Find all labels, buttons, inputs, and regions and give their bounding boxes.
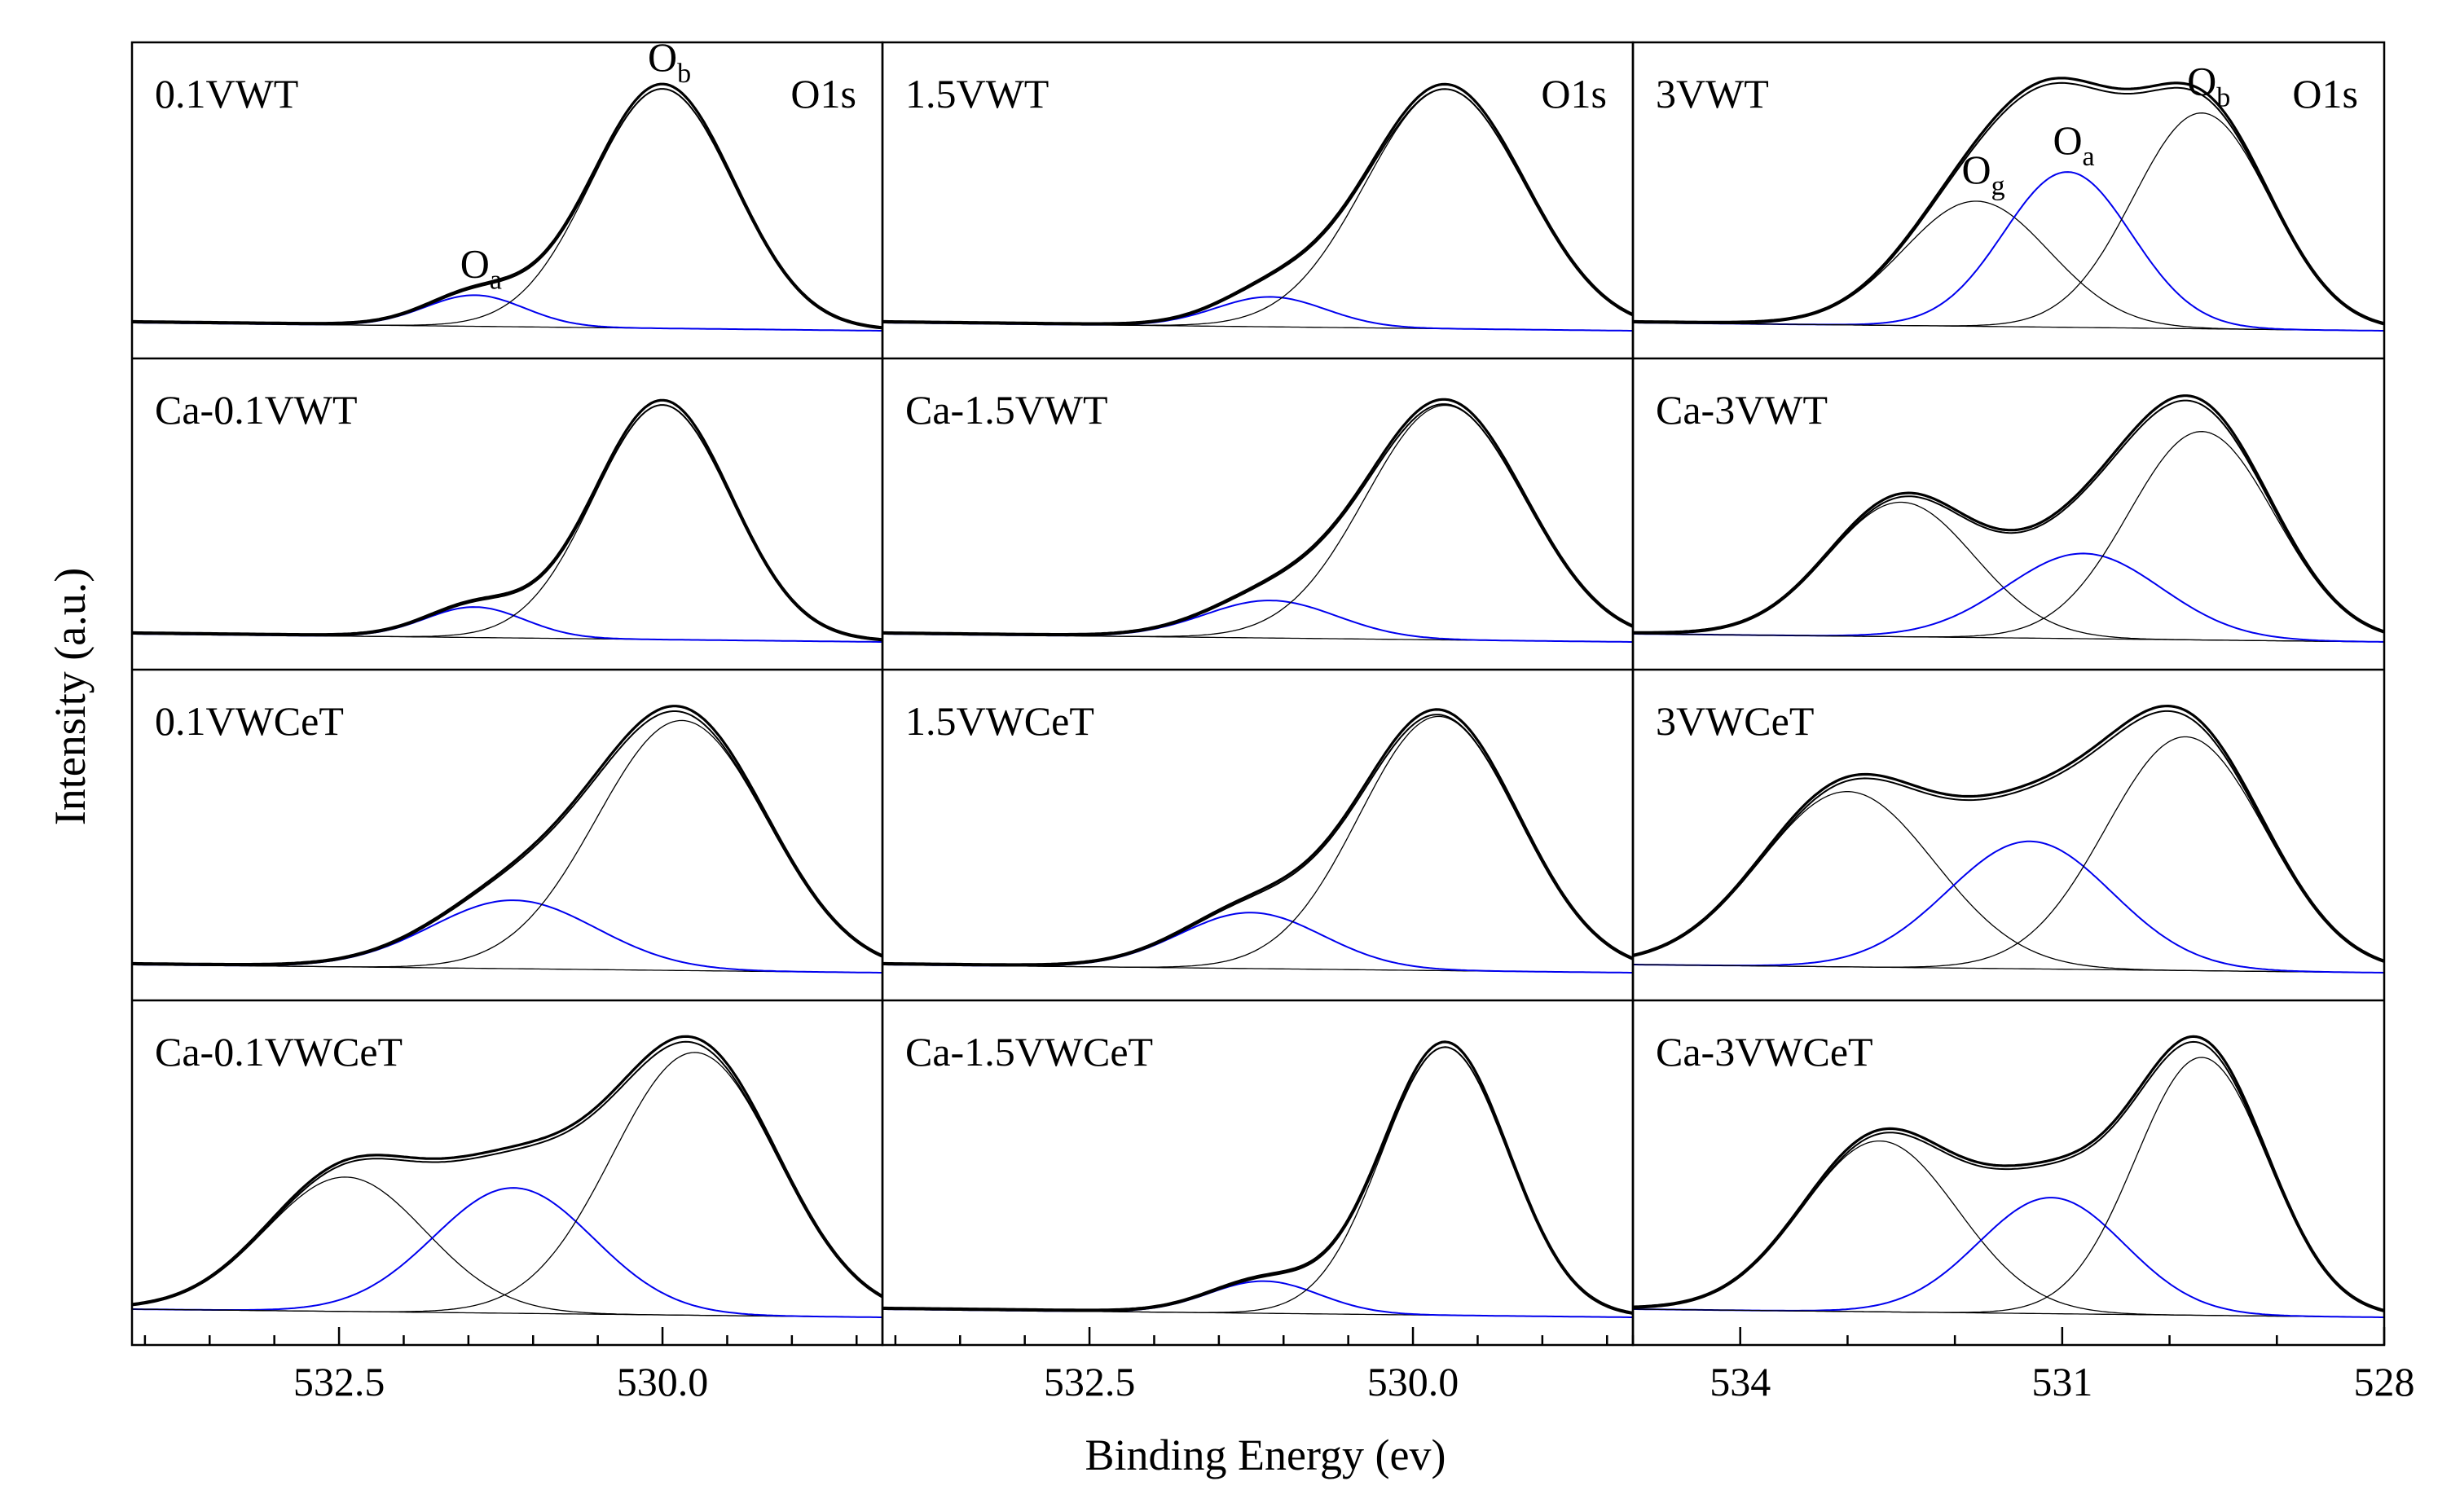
spectrum-panel-col1-row3: 0.1VWCeT <box>132 698 883 974</box>
component-peak-ob <box>882 715 1634 968</box>
component-peak-ob <box>132 404 883 641</box>
component-peak-oa <box>132 606 882 643</box>
x-tick-label: 532.5 <box>1044 1359 1136 1404</box>
experimental-spectrum <box>882 708 1634 966</box>
x-axis-title: Binding Energy (ev) <box>1085 1431 1446 1479</box>
x-tick-label: 531 <box>2031 1359 2092 1404</box>
y-axis-title: Intensity (a.u.) <box>46 568 95 825</box>
column-frame-col3 <box>1631 41 2386 1347</box>
fitted-envelope <box>882 88 1634 326</box>
sample-label: Ca-3VWCeT <box>1656 1029 1873 1075</box>
sample-label: Ca-1.5VWCeT <box>905 1029 1153 1075</box>
spectrum-panel-col3-row2: Ca-3VWT <box>1633 387 2385 643</box>
region-label: O1s <box>790 71 856 116</box>
region-label: O1s <box>2292 71 2358 116</box>
fitted-envelope <box>1633 81 2385 326</box>
experimental-spectrum <box>1633 394 2385 634</box>
spectrum-panel-col2-row4: Ca-1.5VWCeT <box>882 1029 1634 1318</box>
fitted-envelope <box>131 1040 883 1307</box>
component-peak-og <box>1633 200 2384 332</box>
experimental-spectrum <box>882 82 1634 325</box>
component-peak-ob <box>1633 112 2385 327</box>
fitted-envelope <box>1632 1040 2385 1312</box>
experimental-spectrum <box>131 1035 883 1306</box>
fitted-envelope <box>882 714 1634 967</box>
sample-label: 0.1VWT <box>155 71 298 116</box>
experimental-spectrum <box>882 398 1634 636</box>
peak-label-og: Og <box>1961 147 2004 201</box>
spectrum-panel-col3-row3: 3VWCeT <box>1632 698 2385 974</box>
spectrum-panel-col3-row1: 3VWT O1s Og Oa Ob <box>1633 59 2385 332</box>
experimental-spectrum <box>132 82 883 329</box>
sample-label: 3VWT <box>1656 71 1769 116</box>
x-tick-label: 530.0 <box>1367 1359 1459 1404</box>
x-tick-label: 534 <box>1710 1359 1771 1404</box>
component-peak-ob <box>132 1052 883 1312</box>
spectrum-panel-col2-row1: 1.5VWT O1s <box>882 71 1634 332</box>
component-peak-ob <box>132 719 883 968</box>
experimental-spectrum <box>132 705 883 966</box>
sample-label: 1.5VWCeT <box>905 698 1094 744</box>
fitted-envelope <box>132 88 883 330</box>
experimental-spectrum <box>132 398 883 641</box>
experimental-spectrum <box>882 1040 1634 1314</box>
spectrum-panel-col3-row4: Ca-3VWCeT <box>1632 1029 2385 1318</box>
component-peak-ob <box>882 88 1634 326</box>
component-peak-oa <box>1633 552 2384 643</box>
experimental-spectrum <box>1632 1035 2385 1312</box>
x-tick-label: 528 <box>2354 1359 2415 1404</box>
x-tick-label: 532.5 <box>293 1359 385 1404</box>
spectrum-panel-col2-row2: Ca-1.5VWT <box>882 387 1634 643</box>
component-peak-oa <box>132 899 882 974</box>
experimental-spectrum <box>1633 77 2385 325</box>
sample-label: Ca-1.5VWT <box>905 387 1108 433</box>
sample-label: Ca-0.1VWT <box>155 387 358 433</box>
plot-layer: 0.1VWT O1s Oa Ob Ca-0.1VWT 0.1VWCeT Ca-0.1VWCe… <box>130 34 2415 1404</box>
spectrum-panel-col1-row2: Ca-0.1VWT <box>132 387 883 643</box>
component-peak-og <box>1632 791 2384 974</box>
sample-label: Ca-3VWT <box>1656 387 1828 433</box>
peak-label-ob: Ob <box>2187 59 2230 113</box>
region-label: O1s <box>1541 71 1607 116</box>
x-tick-label: 530.0 <box>617 1359 709 1404</box>
peak-label-oa: Oa <box>2053 117 2094 172</box>
column-frame-col2 <box>881 41 1635 1347</box>
component-peak-ob <box>1633 431 2385 638</box>
component-peak-oa <box>132 1187 882 1318</box>
peak-label-oa: Oa <box>460 240 502 295</box>
fitted-envelope <box>132 710 883 967</box>
component-peak-oa <box>132 294 882 332</box>
component-peak-oa <box>882 296 1633 332</box>
component-peak-ob <box>1633 1057 2385 1313</box>
sample-label: 1.5VWT <box>905 71 1049 116</box>
spectrum-panel-col1-row4: Ca-0.1VWCeT <box>131 1029 883 1318</box>
component-peak-ob <box>1633 736 2385 968</box>
fitted-envelope <box>1632 710 2385 963</box>
fitted-envelope <box>132 404 883 642</box>
column-frame-col1 <box>130 41 884 1347</box>
sample-label: Ca-0.1VWCeT <box>155 1029 403 1075</box>
experimental-spectrum <box>1632 704 2385 962</box>
component-peak-oa <box>1633 1197 2384 1318</box>
sample-label: 3VWCeT <box>1656 698 1814 744</box>
component-peak-ob <box>132 88 883 330</box>
component-peak-oa <box>882 1280 1633 1318</box>
sample-label: 0.1VWCeT <box>155 698 344 744</box>
spectrum-panel-col2-row3: 1.5VWCeT <box>882 698 1634 974</box>
component-peak-oa <box>1633 840 2385 974</box>
fitted-envelope <box>1633 399 2385 635</box>
